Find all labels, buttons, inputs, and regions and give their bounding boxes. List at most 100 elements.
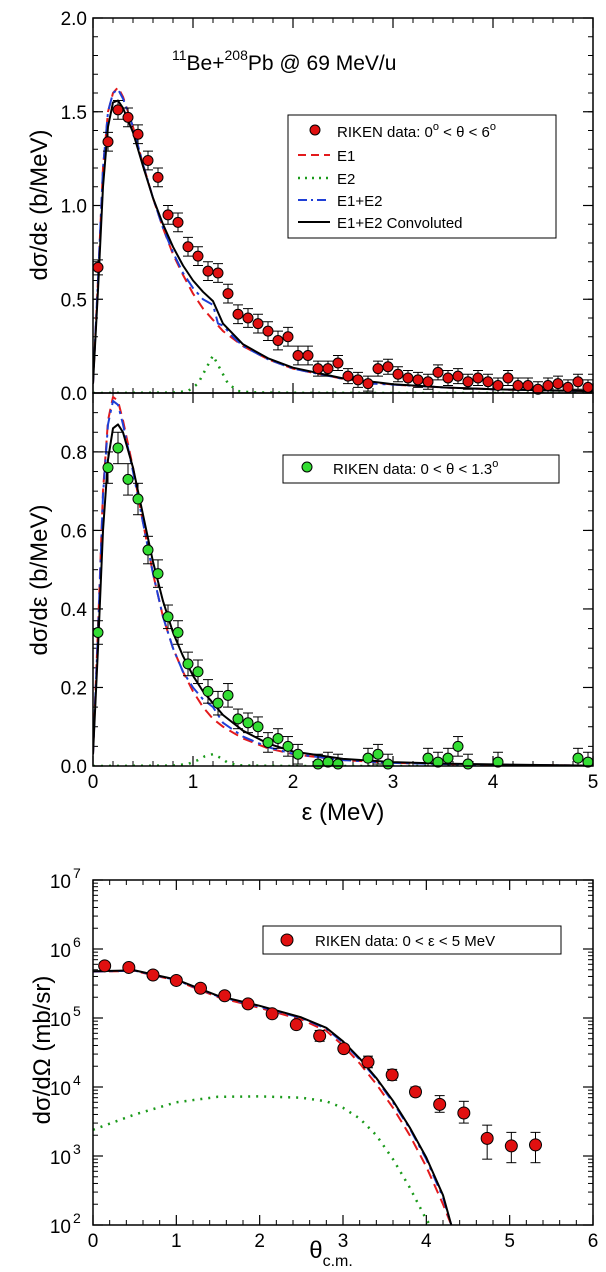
panel-middle-y-axis-label: dσ/dε (b/MeV) [26, 505, 53, 656]
data-marker [512, 380, 524, 391]
x-tick-label: 2 [254, 1231, 265, 1252]
data-point [222, 683, 234, 708]
curve-e1-e2 [93, 399, 593, 766]
data-point [242, 712, 254, 734]
data-point [385, 1068, 399, 1082]
panel-top-title: 11Be+208Pb @ 69 MeV/u [172, 47, 396, 75]
data-marker [122, 111, 134, 123]
data-marker [472, 372, 484, 384]
data-marker [492, 380, 504, 391]
data-point [172, 212, 184, 233]
y-tick-label: 0.8 [61, 443, 87, 464]
data-point [272, 728, 284, 749]
data-point [382, 358, 394, 375]
data-point [504, 1131, 518, 1164]
data-marker [392, 368, 404, 380]
data-marker [146, 968, 160, 982]
data-marker [142, 155, 154, 166]
legend-label-convoluted: E1+E2 Convoluted [337, 215, 463, 232]
data-point [194, 981, 207, 995]
data-point [152, 167, 164, 188]
panel-top: 0.0 0.5 1.0 1.5 2.0 11Be+208Pb @ 69 MeV/u dσ… [26, 9, 594, 405]
data-point [312, 360, 324, 377]
y-tick-exponent: 7 [73, 865, 81, 881]
y-tick-label: 10 [50, 1079, 71, 1100]
y-tick-label: 0.0 [61, 757, 87, 778]
x-tick-label: 0 [88, 772, 99, 793]
data-marker [562, 381, 574, 393]
data-point [292, 743, 304, 765]
y-tick-label: 0.4 [61, 600, 88, 621]
data-marker [132, 493, 144, 505]
data-marker [102, 136, 114, 148]
data-marker [142, 544, 154, 556]
data-marker [162, 209, 174, 221]
data-point [102, 131, 114, 152]
data-marker [572, 376, 584, 388]
data-marker [232, 308, 244, 320]
data-point [313, 1029, 327, 1043]
data-marker [332, 758, 344, 770]
data-marker [432, 366, 444, 378]
panel-middle-y-tick-labels: 0.0 0.2 0.4 0.6 0.8 [61, 443, 88, 778]
data-marker [402, 372, 414, 384]
data-point [492, 377, 504, 394]
data-point [172, 620, 184, 645]
x-tick-label: 3 [388, 772, 399, 793]
data-marker [192, 666, 204, 678]
data-marker [382, 361, 394, 373]
data-marker [132, 128, 144, 140]
curve-e1 [93, 86, 593, 393]
data-marker [457, 1106, 471, 1120]
data-marker [552, 378, 564, 390]
data-marker [265, 1007, 279, 1021]
panel-middle-data-points [92, 431, 594, 770]
data-point [146, 968, 160, 982]
y-tick-label: 10 [50, 941, 71, 962]
data-point [272, 330, 284, 351]
panel-bottom-y-axis-label: dσ/dΩ (mb/sr) [29, 976, 56, 1125]
data-marker [422, 752, 434, 764]
legend-label-riken-bottom: RIKEN data: 0 < ε < 5 MeV [315, 933, 495, 950]
data-marker [222, 288, 234, 300]
data-point [132, 482, 144, 516]
data-marker [382, 758, 394, 770]
data-marker [262, 325, 274, 337]
y-tick-exponent: 4 [73, 1072, 81, 1088]
legend-marker-riken-red [309, 124, 321, 136]
data-marker [412, 374, 424, 386]
data-point [472, 370, 484, 386]
x-tick-label: 4 [488, 772, 499, 793]
data-point [332, 753, 344, 770]
data-point [142, 535, 154, 565]
data-point [432, 364, 444, 381]
panel-middle-frame [92, 392, 594, 767]
y-tick-label: 10 [50, 872, 71, 893]
data-point [252, 313, 264, 334]
data-point [342, 368, 354, 385]
data-marker [433, 1097, 447, 1111]
data-point [192, 659, 204, 685]
panel-middle-ticks [92, 393, 594, 767]
data-point [212, 690, 224, 716]
data-point [522, 377, 534, 394]
data-point [242, 308, 254, 328]
data-marker [529, 1138, 542, 1152]
data-marker [442, 752, 454, 764]
y-tick-exponent: 3 [73, 1141, 81, 1157]
data-point [322, 751, 334, 768]
data-point [433, 1095, 447, 1113]
data-point [382, 753, 394, 770]
data-marker [222, 689, 234, 701]
data-point [562, 379, 574, 394]
data-point [422, 373, 434, 390]
panel-bottom-x-axis-label: θc.m. [309, 1237, 353, 1270]
x-tick-label: 6 [588, 1231, 599, 1252]
data-point [289, 1018, 303, 1032]
x-tick-label: 5 [588, 772, 599, 793]
data-marker [192, 250, 204, 262]
curve-e2 [93, 1095, 432, 1225]
y-tick-exponent: 5 [73, 1003, 81, 1019]
data-point [232, 708, 244, 730]
